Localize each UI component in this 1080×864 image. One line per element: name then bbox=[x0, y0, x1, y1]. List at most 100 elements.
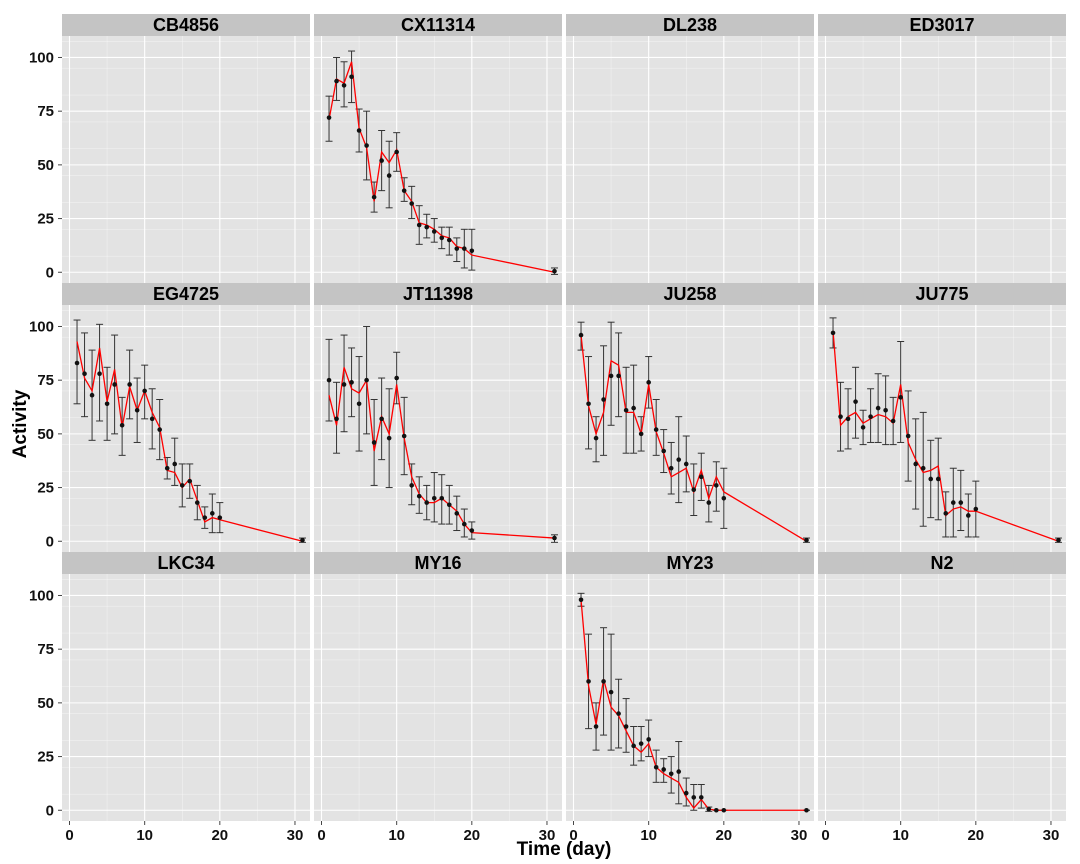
data-point bbox=[676, 769, 682, 774]
facet-panel: JT11398 bbox=[314, 283, 562, 552]
data-point bbox=[334, 78, 339, 84]
data-point bbox=[371, 194, 377, 200]
data-point bbox=[82, 371, 87, 377]
y-tick-label: 100 bbox=[29, 587, 54, 604]
data-point bbox=[179, 483, 185, 488]
facet-strip-label: JU775 bbox=[915, 284, 968, 304]
x-tick-label: 30 bbox=[287, 827, 304, 844]
data-point bbox=[356, 401, 362, 407]
panel-background bbox=[314, 36, 562, 283]
data-point bbox=[638, 431, 644, 437]
data-point bbox=[668, 465, 674, 471]
facet-strip bbox=[62, 283, 310, 305]
facet-strip bbox=[818, 283, 1066, 305]
data-point bbox=[157, 427, 162, 432]
data-point bbox=[913, 461, 918, 467]
x-tick-label: 0 bbox=[317, 827, 325, 844]
data-point bbox=[217, 515, 223, 520]
data-point bbox=[845, 416, 851, 422]
data-point bbox=[446, 502, 452, 508]
data-point bbox=[431, 229, 437, 234]
x-tick-label: 10 bbox=[388, 827, 405, 844]
data-point bbox=[578, 332, 584, 338]
panel-background bbox=[566, 36, 814, 283]
data-point bbox=[804, 807, 809, 813]
panel-background bbox=[566, 305, 814, 552]
panel-background bbox=[62, 305, 310, 552]
data-point bbox=[691, 487, 697, 493]
data-point bbox=[1056, 537, 1061, 543]
data-point bbox=[454, 246, 460, 251]
data-point bbox=[379, 416, 384, 422]
panel-background bbox=[818, 305, 1066, 552]
facet-panel: ED3017 bbox=[818, 14, 1066, 283]
data-point bbox=[409, 201, 414, 206]
facet-panel: EG4725 0 25 50 75 100 bbox=[29, 283, 310, 552]
data-point bbox=[552, 535, 557, 541]
x-tick-label: 20 bbox=[967, 827, 984, 844]
data-point bbox=[698, 795, 704, 800]
data-point bbox=[326, 377, 332, 383]
data-point bbox=[804, 537, 809, 543]
panel-background bbox=[62, 36, 310, 283]
data-point bbox=[668, 771, 674, 777]
data-point bbox=[601, 679, 606, 684]
data-point bbox=[868, 414, 873, 419]
y-tick-label: 25 bbox=[37, 749, 54, 766]
facet-strip-label: JT11398 bbox=[403, 284, 473, 304]
x-tick-label: 10 bbox=[640, 827, 657, 844]
data-point bbox=[364, 143, 369, 148]
data-point bbox=[127, 382, 132, 387]
data-point bbox=[112, 382, 117, 387]
panel-background bbox=[62, 574, 310, 821]
data-point bbox=[341, 382, 347, 387]
facet-panel: CX11314 bbox=[314, 14, 562, 283]
data-point bbox=[608, 373, 614, 379]
data-point bbox=[586, 401, 591, 407]
data-point bbox=[401, 188, 407, 193]
data-point bbox=[661, 767, 666, 772]
facet-strip bbox=[818, 14, 1066, 36]
data-point bbox=[905, 433, 911, 439]
data-point bbox=[439, 235, 445, 241]
data-point bbox=[860, 425, 866, 430]
facet-strip-label: JU258 bbox=[663, 284, 716, 304]
data-point bbox=[698, 474, 704, 480]
y-tick-label: 0 bbox=[46, 533, 54, 550]
data-point bbox=[830, 330, 836, 336]
data-point bbox=[386, 435, 392, 441]
data-point bbox=[653, 427, 659, 432]
y-tick-label: 75 bbox=[37, 641, 54, 658]
x-tick-label: 20 bbox=[463, 827, 480, 844]
facet-panel: MY23 0 10 20 30 bbox=[566, 552, 814, 844]
facet-strip bbox=[314, 14, 562, 36]
data-point bbox=[349, 74, 354, 80]
data-point bbox=[439, 496, 445, 501]
facet-strip-label: LKC34 bbox=[157, 553, 214, 573]
x-tick-label: 30 bbox=[791, 827, 808, 844]
data-point bbox=[142, 388, 147, 394]
facet-strip bbox=[818, 552, 1066, 574]
facet-panel: DL238 bbox=[566, 14, 814, 283]
fitted-line bbox=[832, 330, 1059, 542]
data-point bbox=[586, 679, 591, 684]
data-point bbox=[578, 597, 584, 603]
data-point bbox=[149, 416, 155, 422]
data-point bbox=[462, 521, 467, 527]
data-point bbox=[714, 483, 719, 488]
x-tick-label: 10 bbox=[892, 827, 909, 844]
data-point bbox=[371, 440, 377, 445]
facet-strip-label: MY23 bbox=[666, 553, 713, 573]
data-point bbox=[401, 433, 407, 439]
data-point bbox=[935, 476, 941, 482]
data-point bbox=[194, 500, 200, 505]
data-point bbox=[721, 496, 727, 501]
facet-strip-label: N2 bbox=[930, 553, 953, 573]
data-point bbox=[386, 173, 392, 178]
y-tick-label: 50 bbox=[37, 157, 54, 174]
facet-strip bbox=[566, 283, 814, 305]
y-tick-label: 100 bbox=[29, 49, 54, 66]
data-point bbox=[552, 268, 557, 274]
panel-background bbox=[818, 36, 1066, 283]
